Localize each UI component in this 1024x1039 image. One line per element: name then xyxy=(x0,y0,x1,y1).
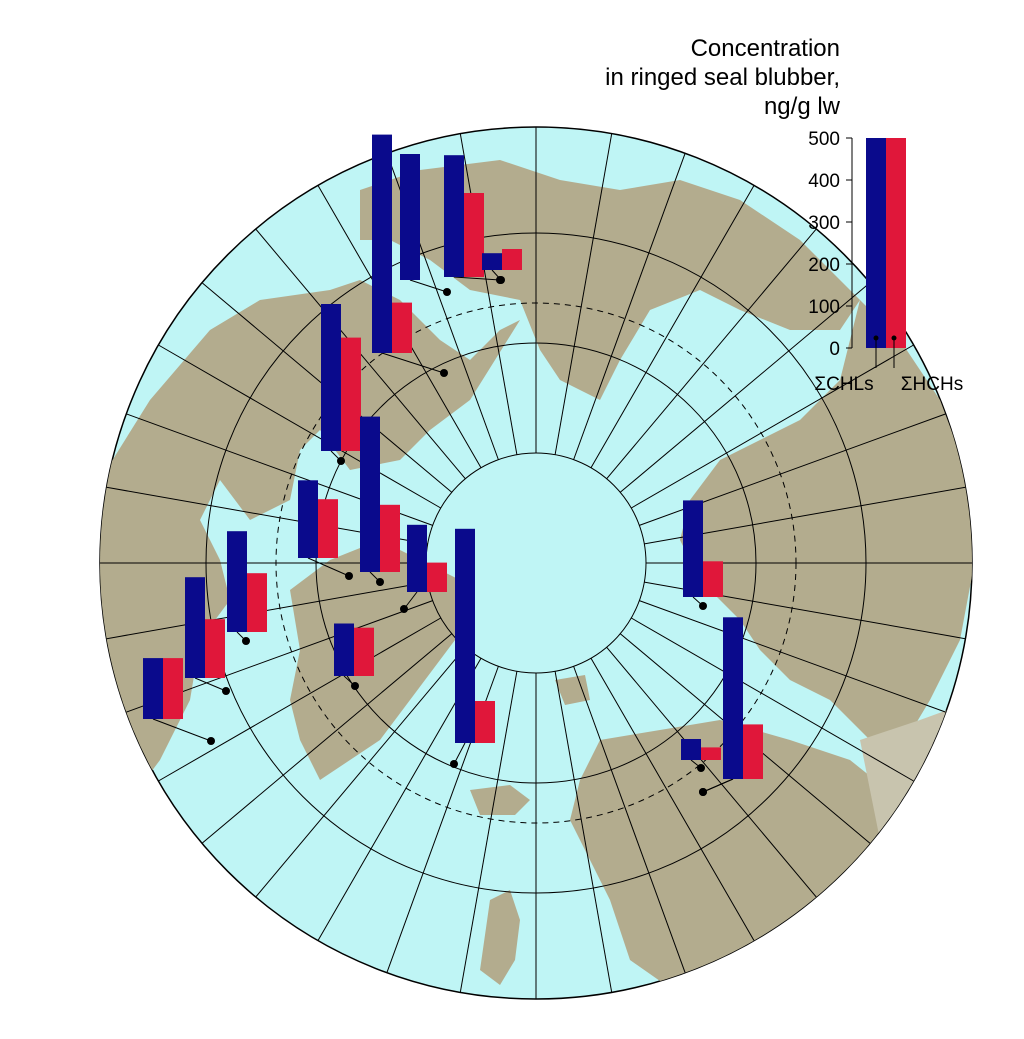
leader-line xyxy=(702,778,734,793)
bar-hchs xyxy=(380,504,400,572)
sampling-site-dot xyxy=(207,737,215,745)
land-north-america xyxy=(100,280,520,800)
bar-chls xyxy=(407,524,427,592)
sampling-site-dot xyxy=(345,572,353,580)
site-bar-group xyxy=(360,416,400,572)
leader-line xyxy=(152,718,212,742)
legend-tick-label: 300 xyxy=(808,213,840,234)
bar-hchs xyxy=(427,562,447,592)
legend-bar-hchs xyxy=(886,138,906,348)
land-scandinavia-alt xyxy=(860,700,972,940)
site-bar-group xyxy=(482,249,522,270)
land-siberia xyxy=(680,300,972,750)
site-bar-group xyxy=(681,739,721,760)
sampling-site-dot xyxy=(443,288,451,296)
site-bar-group xyxy=(334,623,374,676)
bar-chls xyxy=(455,528,475,743)
sampling-site-dot xyxy=(376,578,384,586)
site-bar-group xyxy=(298,480,338,558)
bar-hchs xyxy=(475,701,495,743)
leader-line xyxy=(307,557,350,577)
site-markers xyxy=(152,269,734,796)
bar-hchs xyxy=(703,561,723,597)
site-bar-group xyxy=(321,304,361,451)
bar-hchs xyxy=(743,758,763,779)
site-bar-group xyxy=(143,658,183,719)
bar-chls xyxy=(683,500,703,597)
bar-chls xyxy=(723,699,743,779)
legend-label-hchs: ΣHCHs xyxy=(901,374,963,395)
sampling-site-dot xyxy=(222,687,230,695)
bar-chls xyxy=(400,154,420,280)
site-bar-group xyxy=(372,134,412,353)
site-bar-group xyxy=(683,500,723,597)
site-bar-group xyxy=(723,699,763,779)
legend-bar-chls xyxy=(866,138,886,348)
site-bar-group xyxy=(444,155,484,277)
sampling-site-dot xyxy=(351,682,359,690)
site-bar-group xyxy=(455,528,495,743)
bar-chls xyxy=(681,739,701,760)
bar-chls xyxy=(444,155,464,277)
site-bar-group xyxy=(227,531,267,632)
site-bar-group xyxy=(407,524,447,592)
legend-tick-label: 100 xyxy=(808,297,840,318)
sampling-site-dot xyxy=(699,788,707,796)
bar-chls xyxy=(372,134,392,353)
bar-chls xyxy=(334,623,354,676)
bar-hchs xyxy=(247,573,267,632)
legend-axis: 500 400 300 200 100 0 xyxy=(808,129,853,360)
sampling-site-dot xyxy=(497,276,505,284)
bar-chls xyxy=(482,253,502,270)
site-bar-group xyxy=(185,577,225,678)
bar-hchs xyxy=(502,249,522,270)
bar-hchs xyxy=(354,627,374,676)
land-svalbard xyxy=(555,675,590,705)
legend-title-line-1: Concentration xyxy=(691,35,840,62)
legend: Concentration in ringed seal blubber, ng… xyxy=(605,35,963,395)
land-alaska-chukotka xyxy=(360,160,860,400)
bar-hchs xyxy=(163,658,183,719)
site-bar-group xyxy=(400,154,420,280)
bar-hchs xyxy=(392,302,412,353)
legend-tick-label: 0 xyxy=(829,339,840,360)
bar-hchs xyxy=(341,337,361,451)
land-britain xyxy=(480,890,520,985)
legend-tick-label: 200 xyxy=(808,255,840,276)
leader-line xyxy=(194,677,227,692)
leader-line xyxy=(381,352,445,374)
bar-chls xyxy=(321,304,341,451)
bar-chls xyxy=(143,658,163,719)
legend-tick-label: 400 xyxy=(808,171,840,192)
legend-title-line-2: in ringed seal blubber, xyxy=(605,64,840,91)
land-greenland xyxy=(290,540,470,780)
bar-hchs xyxy=(701,747,721,760)
legend-tick-label: 500 xyxy=(808,129,840,150)
sampling-site-dot xyxy=(242,637,250,645)
bar-hchs xyxy=(205,619,225,678)
bar-chls xyxy=(185,577,205,678)
sampling-site-dot xyxy=(697,764,705,772)
bar-chls xyxy=(360,416,380,572)
bar-chls xyxy=(227,531,247,632)
bar-hchs xyxy=(318,499,338,558)
legend-title-line-3: ng/g lw xyxy=(764,93,841,120)
legend-label-chls: ΣCHLs xyxy=(814,374,873,395)
sampling-site-dot xyxy=(337,457,345,465)
bar-groups xyxy=(143,134,763,779)
leader-line xyxy=(409,279,448,293)
sampling-site-dot xyxy=(699,602,707,610)
land-iceland xyxy=(470,785,530,815)
bar-hchs xyxy=(464,193,484,277)
bar-chls xyxy=(298,480,318,558)
sampling-site-dot xyxy=(450,760,458,768)
sampling-site-dot xyxy=(440,369,448,377)
leader-line xyxy=(453,276,501,281)
sampling-site-dot xyxy=(400,605,408,613)
